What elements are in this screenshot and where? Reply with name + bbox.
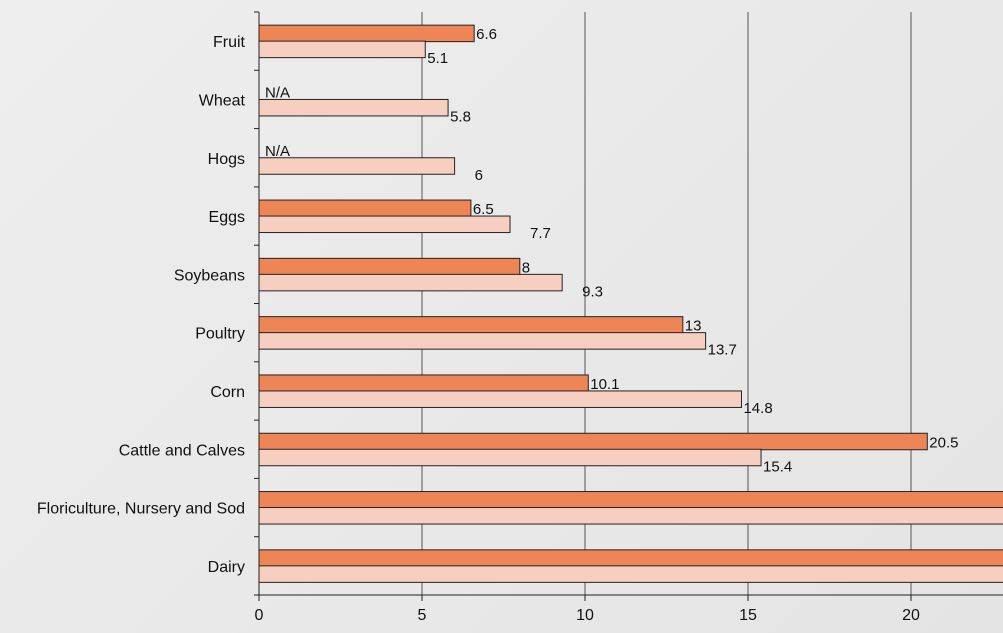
bar [258,24,475,43]
bar [258,448,762,467]
bar [258,273,563,292]
category-label: Eggs [209,209,245,226]
data-label: 6 [475,167,483,184]
bar [258,199,472,218]
bar [258,316,684,334]
category-label: Soybeans [174,267,245,284]
bars [258,24,1003,583]
data-label: 5.1 [427,50,448,67]
data-label: 7.7 [530,225,551,242]
category-label: Poultry [195,326,245,343]
labels: 051015202530354045FruitWheatHogsEggsSoyb… [37,26,959,624]
data-label: 13 [685,318,702,335]
data-label: 5.8 [450,108,471,125]
bar [258,507,1003,525]
axes [254,11,1003,601]
bar [258,40,426,59]
data-label: 10.1 [590,376,619,393]
category-label: Hogs [208,151,245,168]
x-tick-label: 10 [576,607,594,624]
bar [258,565,1003,583]
x-tick-label: 20 [902,607,920,624]
bar [258,157,456,175]
bar [258,332,707,350]
category-label: Cattle and Calves [119,442,245,459]
data-label: 6.5 [473,201,494,218]
x-tick-label: 5 [418,607,427,624]
bar [258,549,1003,567]
bar [258,432,928,451]
data-label: 14.8 [743,400,772,417]
bar [258,257,521,276]
data-label: N/A [265,143,290,160]
bar [258,215,511,234]
data-label: 9.3 [582,283,603,300]
bar [258,390,742,408]
bar [258,374,589,392]
data-label: 6.6 [476,26,497,43]
data-label: 15.4 [763,458,792,475]
category-label: Floriculture, Nursery and Sod [37,501,245,518]
x-tick-label: 15 [739,607,757,624]
bar [258,98,449,117]
data-label: 8 [522,259,530,276]
data-label: 13.7 [708,342,737,359]
category-label: Fruit [213,34,246,51]
category-label: Wheat [199,92,246,109]
category-label: Corn [210,384,245,401]
x-tick-label: 0 [255,607,264,624]
bar [258,491,1003,509]
category-label: Dairy [208,559,245,576]
data-label: N/A [265,84,290,101]
data-label: 20.5 [929,434,958,451]
